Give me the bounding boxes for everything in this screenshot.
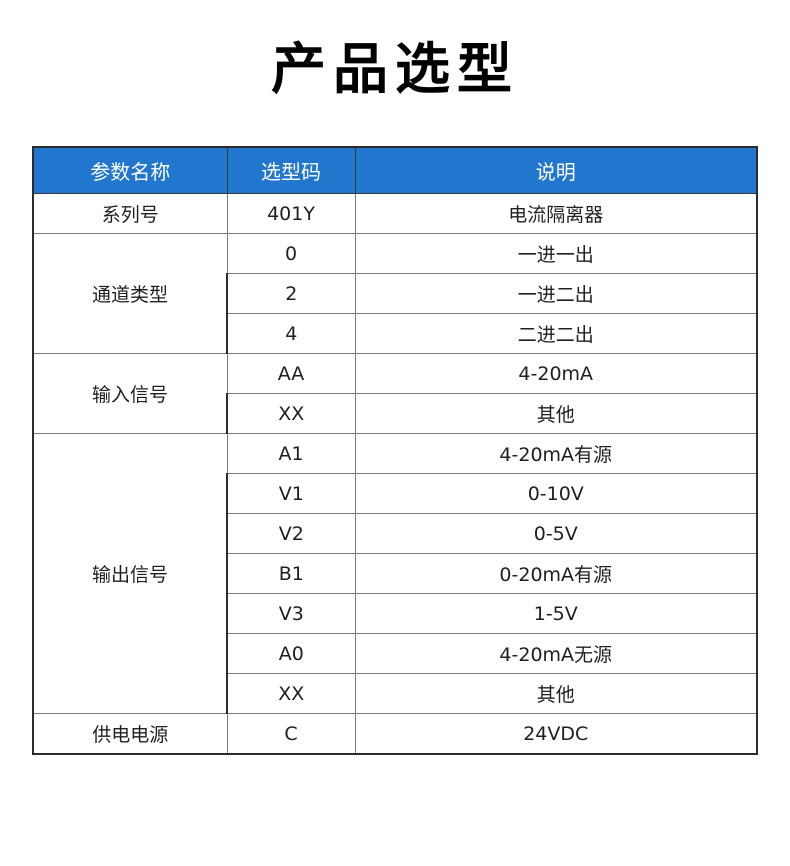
param-series-number: 系列号 [32,193,228,234]
param-output-signal: 输出信号 [32,433,228,714]
desc-cell: 4-20mA有源 [354,433,758,474]
desc-cell: 24VDC [354,713,758,755]
header-description: 说明 [354,146,758,194]
code-cell: B1 [226,553,356,594]
table-row: 供电电源 C 24VDC [32,713,758,755]
code-cell: V2 [226,513,356,554]
table-row: B1 0-20mA有源 [33,553,758,594]
table-row: V2 0-5V [33,513,758,554]
table-header-row: 参数名称 选型码 说明 [32,146,758,194]
desc-cell: 二进二出 [354,313,758,354]
desc-cell: 0-20mA有源 [354,553,758,594]
code-cell: A0 [226,633,356,674]
desc-cell: 0-10V [354,473,758,514]
code-cell: 4 [226,313,356,354]
desc-cell: 1-5V [354,593,758,634]
code-cell: V1 [226,473,356,514]
table-row: XX 其他 [33,673,758,714]
table-row: V1 0-10V [33,473,758,514]
product-selection-table: 参数名称 选型码 说明 系列号 401Y 电流隔离器 通道类型 0 一进一出 2… [32,146,758,755]
desc-cell: 4-20mA [354,353,758,394]
code-cell: C [226,713,356,755]
table-row: 4 二进二出 [33,313,758,354]
param-input-signal: 输入信号 [32,353,228,434]
table-row: 输入信号 AA 4-20mA [32,353,758,434]
table-row: A0 4-20mA无源 [33,633,758,674]
table-row: V3 1-5V [33,593,758,634]
desc-cell: 电流隔离器 [354,193,758,234]
table-row: 2 一进二出 [33,273,758,314]
code-cell: 2 [226,273,356,314]
header-selection-code: 选型码 [226,146,356,194]
header-param-name: 参数名称 [32,146,228,194]
code-cell: V3 [226,593,356,634]
page-title: 产品选型 [270,37,519,101]
desc-cell: 其他 [354,673,758,714]
table-row: 通道类型 0 一进一出 [32,233,758,354]
desc-cell: 一进二出 [354,273,758,314]
table-row: 输出信号 A1 4-20mA有源 [32,433,758,714]
code-cell: 0 [226,233,356,274]
code-cell: XX [226,393,356,434]
desc-cell: 0-5V [354,513,758,554]
code-cell: AA [226,353,356,394]
code-cell: A1 [226,433,356,474]
desc-cell: 一进一出 [354,233,758,274]
param-channel-type: 通道类型 [32,233,228,354]
page: 产品选型 参数名称 选型码 说明 系列号 401Y 电流隔离器 通道类型 [0,36,790,866]
param-power-supply: 供电电源 [32,713,228,755]
code-cell: 401Y [226,193,356,234]
table-row: 系列号 401Y 电流隔离器 [32,193,758,234]
desc-cell: 其他 [354,393,758,434]
desc-cell: 4-20mA无源 [354,633,758,674]
table-row: XX 其他 [33,393,758,434]
code-cell: XX [226,673,356,714]
